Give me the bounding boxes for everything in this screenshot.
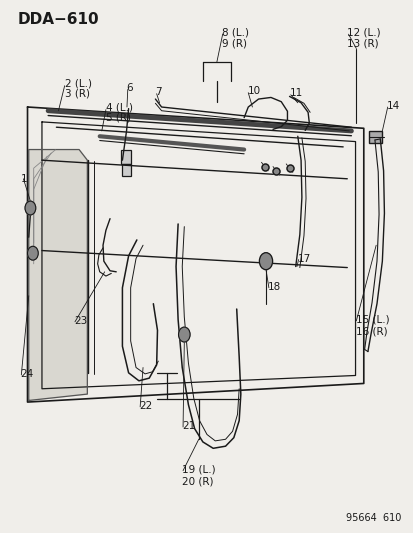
Circle shape (27, 246, 38, 260)
Text: 12 (L.): 12 (L.) (347, 28, 380, 38)
Text: 21: 21 (182, 421, 195, 431)
Text: 2 (L.): 2 (L.) (64, 78, 91, 88)
Text: 8 (L.): 8 (L.) (221, 28, 248, 38)
Text: 9 (R): 9 (R) (221, 38, 246, 48)
Polygon shape (28, 150, 87, 400)
Text: 3 (R): 3 (R) (64, 88, 90, 99)
Text: 20 (R): 20 (R) (182, 477, 213, 486)
FancyBboxPatch shape (121, 150, 131, 165)
Text: DDA−610: DDA−610 (17, 12, 99, 27)
Text: 4 (L.): 4 (L.) (106, 102, 133, 112)
Text: 10: 10 (247, 86, 260, 96)
Text: 19 (L.): 19 (L.) (182, 465, 215, 474)
FancyBboxPatch shape (368, 132, 382, 143)
Text: 18: 18 (268, 282, 281, 292)
Text: 13 (R): 13 (R) (347, 38, 378, 48)
Text: 22: 22 (139, 401, 152, 411)
Text: 16 (R): 16 (R) (355, 326, 386, 336)
Text: 95664  610: 95664 610 (345, 513, 400, 523)
Circle shape (25, 201, 36, 215)
Text: 1: 1 (21, 174, 27, 184)
Text: 23: 23 (74, 316, 87, 326)
Text: 24: 24 (21, 369, 34, 379)
Text: 15 (L.): 15 (L.) (355, 314, 388, 325)
Text: 6: 6 (126, 83, 133, 93)
Circle shape (178, 327, 190, 342)
Text: 5 (R): 5 (R) (106, 112, 131, 123)
Text: 7: 7 (155, 87, 161, 97)
Text: 17: 17 (297, 254, 310, 263)
Text: 11: 11 (289, 88, 302, 98)
Text: 14: 14 (386, 101, 399, 111)
Circle shape (259, 253, 272, 270)
FancyBboxPatch shape (122, 165, 131, 176)
